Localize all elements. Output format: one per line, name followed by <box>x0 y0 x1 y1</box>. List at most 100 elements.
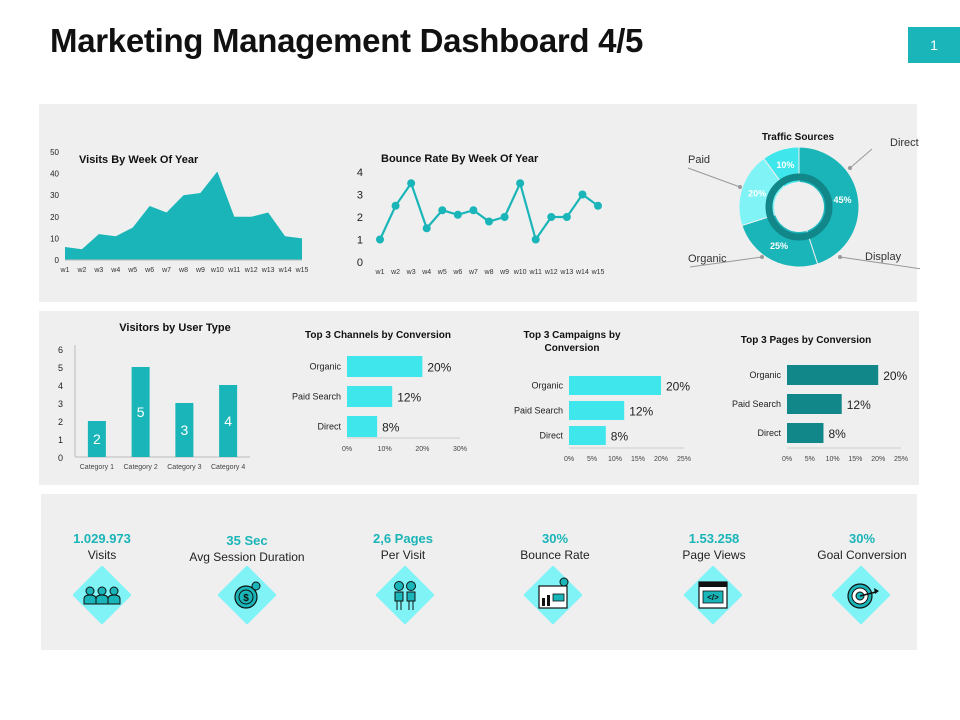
kpi-label: Page Views <box>682 548 746 562</box>
kpi-value: 30% <box>848 531 876 546</box>
channels-x-tick: 0% <box>342 446 352 453</box>
traffic-chart: Traffic Sources 45% 25% 20% 10% Direct Displa… <box>687 132 920 270</box>
visits-x-tick: w6 <box>144 267 154 274</box>
channels-bar <box>347 356 423 377</box>
visits-x-tick: w13 <box>261 267 275 274</box>
campaigns-chart: Top 3 Campaigns by Conversion Organic 20%… <box>514 330 691 463</box>
visitors-bar <box>87 421 106 457</box>
visits-y-tick: 50 <box>50 148 59 157</box>
pages-category-label: Paid Search <box>732 399 781 409</box>
visits-y-tick: 30 <box>50 191 59 200</box>
visits-x-tick: w11 <box>227 267 240 274</box>
pages-bar-label: 8% <box>828 427 846 441</box>
channels-bar <box>347 416 378 437</box>
pages-bar <box>787 394 842 414</box>
kpi-page-views: 1.53.258 Page Views <box>639 531 789 562</box>
pages-chart: Top 3 Pages by Conversion Organic 20% Paid… <box>732 335 908 463</box>
traffic-callout-line <box>687 167 741 188</box>
visitors-x-tick: Category 2 <box>124 464 158 471</box>
visitors-y-tick: 4 <box>58 381 63 391</box>
kpi-label: Avg Session Duration <box>189 550 305 564</box>
visitors-x-tick: Category 1 <box>80 464 114 471</box>
pages-x-tick: 20% <box>871 456 885 463</box>
channels-chart: Top 3 Channels by Conversion Organic 20% P… <box>292 330 467 453</box>
dollar-gear-icon: $ <box>218 566 276 624</box>
channels-x-tick: 30% <box>453 446 467 453</box>
campaigns-bar-label: 8% <box>611 430 629 444</box>
kpi-visits: 1.029.973 Visits <box>27 531 177 562</box>
visits-y-tick: 20 <box>50 213 59 222</box>
campaigns-bar <box>569 426 606 445</box>
kpi-goal-conversion: 30% Goal Conversion <box>787 531 937 562</box>
traffic-callout-dot <box>738 185 742 189</box>
bounce-x-tick: w13 <box>559 269 573 276</box>
bounce-x-tick: w11 <box>529 269 542 276</box>
traffic-chart-title: Traffic Sources <box>762 132 835 143</box>
pages-x-tick: 15% <box>848 456 862 463</box>
bounce-data-point <box>500 213 509 221</box>
pages-chart-title: Top 3 Pages by Conversion <box>741 335 871 346</box>
pages-x-tick: 0% <box>782 456 792 463</box>
visits-chart-title: Visits By Week Of Year <box>79 154 199 166</box>
analytics-board-icon <box>524 566 582 624</box>
visitors-x-tick: Category 4 <box>211 464 245 471</box>
visits-area-series <box>65 171 302 260</box>
kpi-session: 35 Sec Avg Session Duration <box>172 533 322 564</box>
campaigns-chart-title-line-1: Top 3 Campaigns by <box>523 330 620 341</box>
bounce-x-tick: w5 <box>437 269 447 276</box>
traffic-callout-dot <box>848 166 852 170</box>
pages-bar <box>787 365 879 385</box>
traffic-legend-label: Display <box>865 251 902 263</box>
bounce-y-tick: 4 <box>357 167 363 179</box>
pages-category-label: Direct <box>757 428 781 438</box>
channels-bar-label: 8% <box>382 421 400 435</box>
svg-text:$: $ <box>243 593 249 604</box>
visitors-bar <box>131 367 150 457</box>
bounce-x-tick: w3 <box>406 269 416 276</box>
visitors-y-tick: 2 <box>58 417 63 427</box>
visits-x-tick: w8 <box>178 267 188 274</box>
visits-x-tick: w3 <box>93 267 103 274</box>
kpi-value: 30% <box>541 531 569 546</box>
pages-category-label: Organic <box>749 370 781 380</box>
campaigns-x-tick: 5% <box>587 456 597 463</box>
bounce-y-tick: 1 <box>357 235 363 247</box>
traffic-inner-ring <box>765 173 833 241</box>
traffic-slice-label: 45% <box>833 195 851 205</box>
visitors-bar <box>175 403 194 457</box>
traffic-legend-label: Organic <box>688 253 727 265</box>
visitors-bar-label: 5 <box>137 404 145 420</box>
kpi-value: 35 Sec <box>226 533 268 548</box>
bounce-y-tick: 0 <box>357 257 363 269</box>
bounce-data-point <box>376 235 384 244</box>
campaigns-category-label: Direct <box>539 431 563 441</box>
visitors-y-tick: 6 <box>58 345 63 355</box>
channels-x-tick: 10% <box>378 446 392 453</box>
bounce-x-tick: w7 <box>468 269 478 276</box>
kpi-panel <box>41 494 917 650</box>
visitors-chart: Visitors by User Type 0 1 2 3 4 5 6 2 Category 1… <box>58 322 250 471</box>
visitors-y-tick: 1 <box>58 435 63 445</box>
bounce-data-point <box>594 201 602 210</box>
campaigns-category-label: Paid Search <box>514 406 563 416</box>
visitors-bar-label: 3 <box>180 422 188 438</box>
bounce-y-tick: 3 <box>357 190 363 202</box>
visits-y-tick: 0 <box>55 256 60 265</box>
kpi-pages-per-visit: 2,6 Pages Per Visit <box>328 531 478 562</box>
traffic-donut-hole <box>774 182 824 232</box>
visitors-bar <box>219 385 238 457</box>
channels-bar-label: 12% <box>397 391 421 405</box>
bounce-x-tick: w15 <box>591 269 605 276</box>
bounce-x-tick: w12 <box>544 269 558 276</box>
kpi-label: Goal Conversion <box>817 548 907 562</box>
kpi-label: Bounce Rate <box>520 548 590 562</box>
visitors-y-tick: 3 <box>58 399 63 409</box>
campaigns-x-tick: 15% <box>631 456 645 463</box>
pages-bar <box>787 423 824 443</box>
pages-bar-label: 12% <box>847 398 871 412</box>
bounce-x-tick: w14 <box>575 269 589 276</box>
pages-x-tick: 25% <box>894 456 908 463</box>
bounce-line-series <box>379 180 599 243</box>
campaigns-x-tick: 25% <box>677 456 691 463</box>
traffic-callout-dot <box>838 255 842 259</box>
